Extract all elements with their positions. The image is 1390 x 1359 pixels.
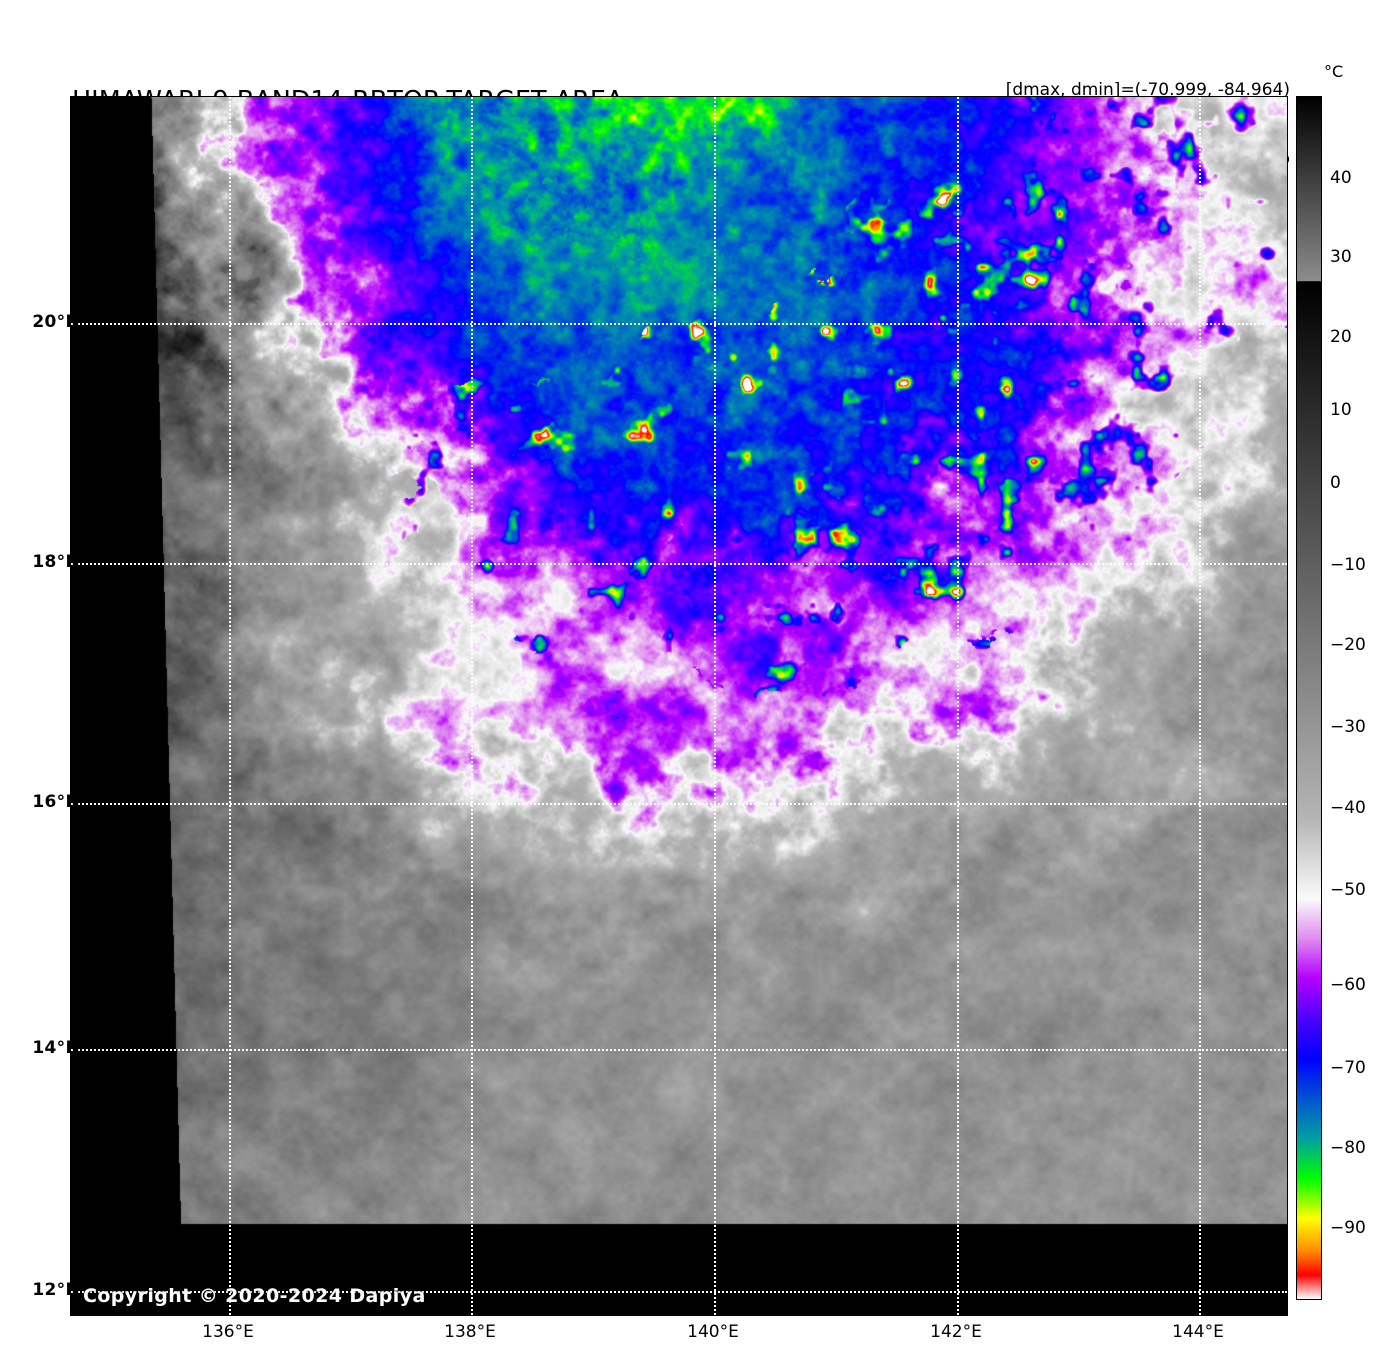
colorbar-unit-label: °C xyxy=(1324,62,1344,81)
lon-tick-label-144: 144°E xyxy=(1172,1322,1224,1342)
lat-tick-label-14: 14°N xyxy=(32,1038,80,1058)
lat-tick-label-12: 12°N xyxy=(32,1280,80,1300)
colorbar-tick--30: −30 xyxy=(1330,717,1366,737)
colorbar-tick--80: −80 xyxy=(1330,1138,1366,1158)
colorbar-tick--70: −70 xyxy=(1330,1058,1366,1078)
colorbar-tick-40: 40 xyxy=(1330,168,1352,188)
lon-tick-label-140: 140°E xyxy=(687,1322,739,1342)
dmax-dmin-readout: [dmax, dmin]=(-70.999, -84.964) xyxy=(1005,79,1290,100)
colorbar-tick--10: −10 xyxy=(1330,555,1366,575)
lon-tick-label-142: 142°E xyxy=(930,1322,982,1342)
satellite-map[interactable]: Copyright © 2020-2024 Dapiya xyxy=(70,96,1288,1316)
colorbar-tick-30: 30 xyxy=(1330,247,1352,267)
satellite-imagery-canvas xyxy=(71,97,1287,1315)
colorbar-tick--90: −90 xyxy=(1330,1218,1366,1238)
colorbar-tick-10: 10 xyxy=(1330,400,1352,420)
lat-tick-label-18: 18°N xyxy=(32,552,80,572)
lon-tick-label-138: 138°E xyxy=(444,1322,496,1342)
colorbar-tick--60: −60 xyxy=(1330,975,1366,995)
lat-tick-label-20: 20°N xyxy=(32,312,80,332)
copyright-notice: Copyright © 2020-2024 Dapiya xyxy=(83,1285,426,1307)
colorbar-tick--50: −50 xyxy=(1330,880,1366,900)
colorbar-gradient xyxy=(1296,96,1322,1300)
colorbar[interactable] xyxy=(1296,96,1322,1300)
colorbar-tick--40: −40 xyxy=(1330,798,1366,818)
colorbar-tick--20: −20 xyxy=(1330,635,1366,655)
colorbar-tick-0: 0 xyxy=(1330,473,1341,493)
lat-tick-label-16: 16°N xyxy=(32,792,80,812)
colorbar-tick-20: 20 xyxy=(1330,327,1352,347)
lon-tick-label-136: 136°E xyxy=(202,1322,254,1342)
